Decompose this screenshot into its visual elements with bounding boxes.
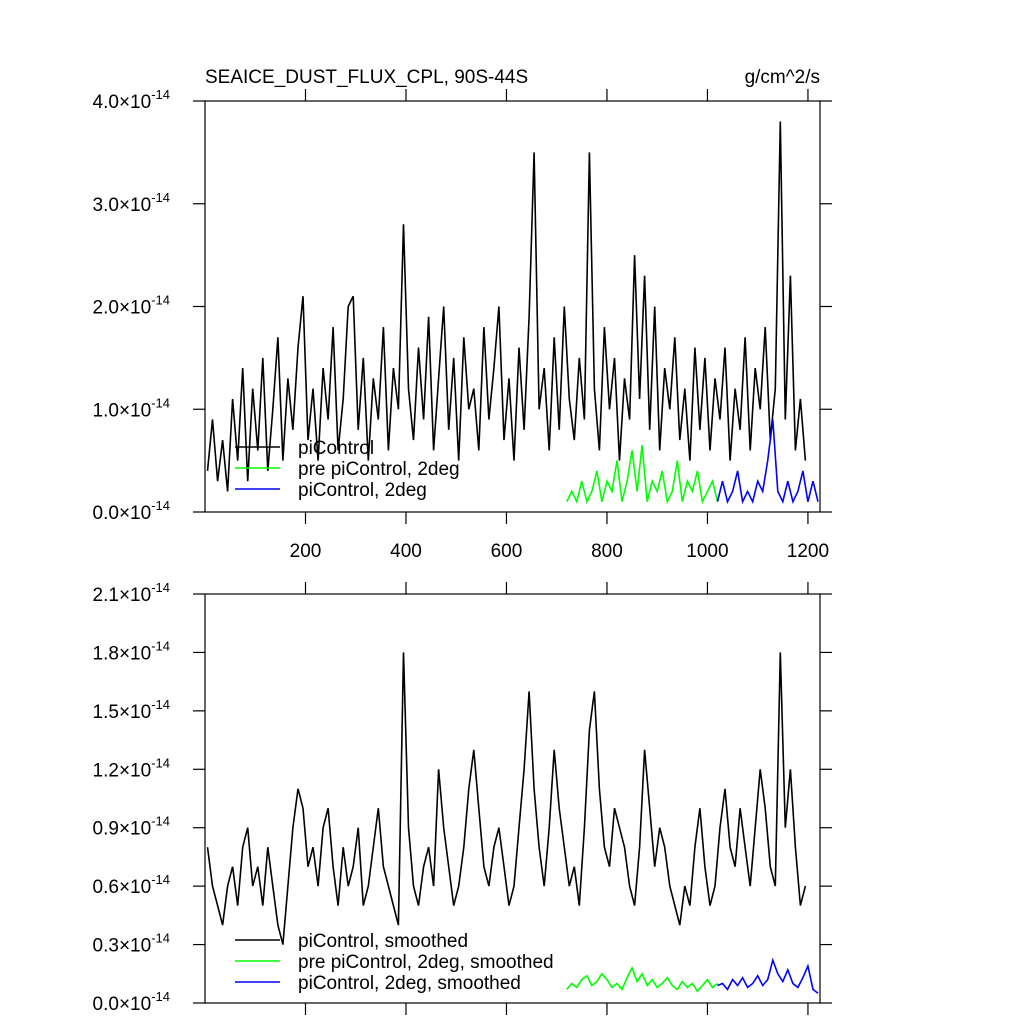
y-tick-mantissa: 4.0×10 <box>93 92 152 113</box>
x-tick-label: 200 <box>290 541 322 562</box>
series-line <box>717 957 819 994</box>
legend-label: pre piControl, 2deg, smoothed <box>298 952 554 973</box>
y-tick-mantissa: 3.0×10 <box>93 195 152 216</box>
series-line <box>566 445 719 505</box>
legend-label: piControl, 2deg, smoothed <box>298 973 521 994</box>
legend-label: pre piControl, 2deg <box>298 459 460 480</box>
chart-title: SEAICE_DUST_FLUX_CPL, 90S-44S <box>205 67 528 88</box>
legend-label: piControl, smoothed <box>298 931 468 952</box>
series-line <box>716 419 819 505</box>
x-tick-label: 800 <box>591 541 623 562</box>
y-tick-exponent: -14 <box>151 814 170 829</box>
y-tick-exponent: -14 <box>151 580 170 595</box>
y-tick-label: 0.0×10-14 <box>93 498 170 524</box>
y-tick-exponent: -14 <box>151 87 170 102</box>
y-tick-exponent: -14 <box>151 931 170 946</box>
y-tick-mantissa: 0.0×10 <box>93 994 152 1015</box>
x-tick-label: 1000 <box>686 541 728 562</box>
y-tick-mantissa: 1.8×10 <box>93 643 152 664</box>
y-tick-mantissa: 0.3×10 <box>93 936 152 957</box>
y-tick-mantissa: 2.1×10 <box>93 585 152 606</box>
y-tick-mantissa: 0.0×10 <box>93 503 152 524</box>
y-tick-exponent: -14 <box>151 697 170 712</box>
y-tick-exponent: -14 <box>151 395 170 410</box>
series-line <box>206 652 807 945</box>
x-tick-label: 1200 <box>787 541 829 562</box>
y-tick-mantissa: 1.5×10 <box>93 702 152 723</box>
legend-label: piControl, 2deg <box>298 480 427 501</box>
y-tick-mantissa: 2.0×10 <box>93 298 152 319</box>
units-label: g/cm^2/s <box>745 67 820 88</box>
y-tick-exponent: -14 <box>151 638 170 653</box>
y-tick-exponent: -14 <box>151 498 170 513</box>
y-tick-label: 1.5×10-14 <box>93 697 170 723</box>
y-tick-label: 1.0×10-14 <box>93 395 170 421</box>
legend-label: piControl <box>298 438 374 459</box>
y-tick-label: 0.0×10-14 <box>93 989 170 1015</box>
series-line <box>566 965 718 993</box>
y-tick-label: 0.6×10-14 <box>93 872 170 898</box>
y-tick-exponent: -14 <box>151 989 170 1004</box>
y-tick-label: 0.9×10-14 <box>93 814 170 840</box>
series-line <box>206 121 807 492</box>
y-tick-label: 0.3×10-14 <box>93 931 170 957</box>
y-tick-label: 3.0×10-14 <box>93 190 170 216</box>
y-tick-exponent: -14 <box>151 755 170 770</box>
x-tick-label: 400 <box>390 541 422 562</box>
y-tick-exponent: -14 <box>151 190 170 205</box>
y-tick-label: 1.2×10-14 <box>93 755 170 781</box>
y-tick-label: 2.0×10-14 <box>93 293 170 319</box>
y-tick-mantissa: 0.9×10 <box>93 819 152 840</box>
y-tick-mantissa: 0.6×10 <box>93 877 152 898</box>
x-tick-label: 600 <box>491 541 523 562</box>
plot-frame <box>204 593 821 1004</box>
y-tick-mantissa: 1.0×10 <box>93 400 152 421</box>
y-tick-exponent: -14 <box>151 872 170 887</box>
y-tick-label: 4.0×10-14 <box>93 87 170 113</box>
y-tick-exponent: -14 <box>151 293 170 308</box>
y-tick-label: 2.1×10-14 <box>93 580 170 606</box>
y-tick-mantissa: 1.2×10 <box>93 760 152 781</box>
y-tick-label: 1.8×10-14 <box>93 638 170 664</box>
